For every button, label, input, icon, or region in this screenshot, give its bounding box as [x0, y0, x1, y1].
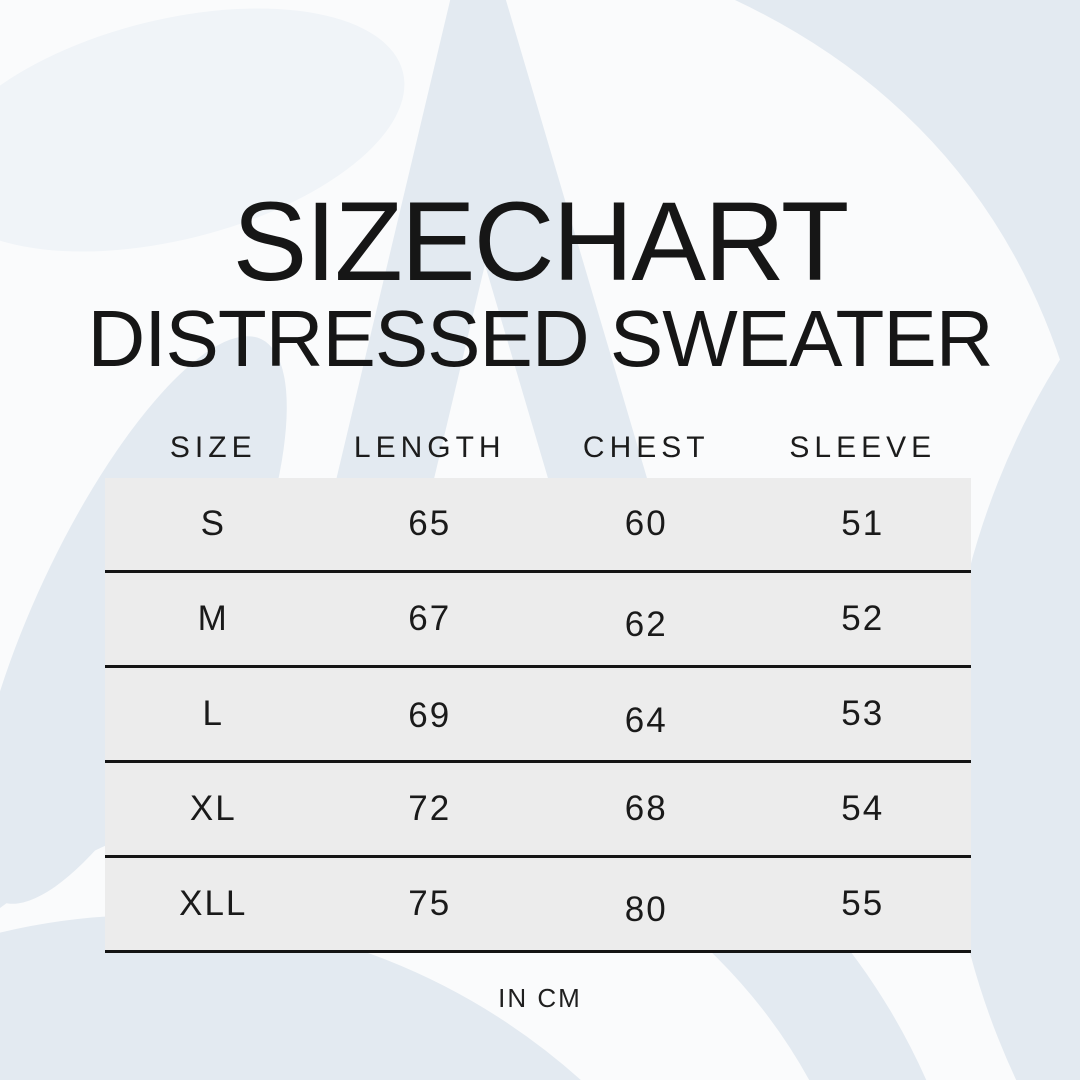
cell-chest: 62 [624, 605, 668, 644]
cell-chest: 64 [624, 701, 668, 740]
table-row: M 67 62 52 [105, 573, 971, 668]
cell-length: 65 [408, 504, 452, 543]
cell-size: XL [189, 789, 237, 828]
cell-size: L [202, 694, 224, 733]
column-header-sleeve: SLEEVE [789, 431, 937, 464]
cell-sleeve: 51 [841, 504, 885, 543]
cell-size: XLL [179, 884, 248, 923]
unit-note: IN CM [498, 983, 582, 1013]
table-header-row: SIZE LENGTH CHEST SLEEVE [105, 418, 971, 478]
cell-sleeve: 54 [841, 789, 885, 828]
title-block: SIZECHART DISTRESSED SWEATER [0, 179, 1080, 383]
watermark-pale-blob [0, 8, 405, 252]
table-row: S 65 60 51 [105, 478, 971, 573]
watermark-corner-band [0, 915, 581, 1080]
cell-sleeve: 53 [841, 694, 885, 733]
cell-length: 69 [408, 696, 452, 735]
page-title: SIZECHART [232, 179, 850, 304]
cell-chest: 60 [624, 504, 668, 543]
cell-length: 67 [408, 599, 452, 638]
column-header-length: LENGTH [353, 431, 506, 464]
table-body: S 65 60 51 M 67 62 52 L 69 64 53 XL 72 6… [105, 478, 971, 953]
table-row: XLL 75 80 55 [105, 858, 971, 953]
watermark-right-ring [945, 329, 1080, 1080]
cell-sleeve: 52 [841, 599, 885, 638]
column-header-size: SIZE [169, 431, 257, 464]
cell-chest: 68 [624, 789, 668, 828]
size-table: SIZE LENGTH CHEST SLEEVE S 65 60 51 M 67… [105, 418, 971, 953]
cell-length: 75 [408, 884, 452, 923]
cell-size: S [200, 504, 226, 543]
page-subtitle: DISTRESSED SWEATER [87, 293, 993, 383]
cell-size: M [197, 599, 229, 638]
cell-length: 72 [408, 789, 452, 828]
table-row: XL 72 68 54 [105, 763, 971, 858]
table-row: L 69 64 53 [105, 668, 971, 763]
watermark-topright-petal [735, 0, 1080, 430]
cell-chest: 80 [624, 890, 668, 929]
column-header-chest: CHEST [582, 431, 710, 464]
cell-sleeve: 55 [841, 884, 885, 923]
